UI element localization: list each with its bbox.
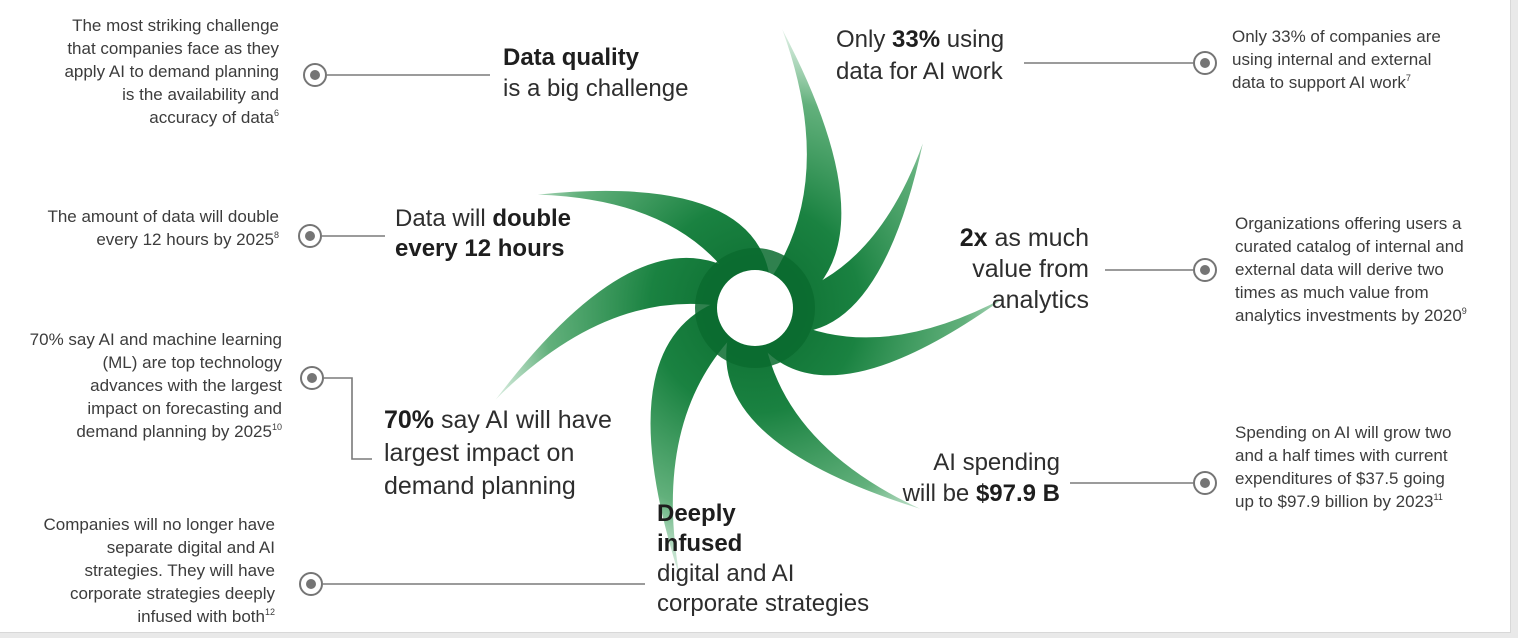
footnote-ref: 7 — [1405, 73, 1411, 83]
marker-only-33 — [1193, 51, 1217, 75]
note-ai-ml: 70% say AI and machine learning (ML) are… — [29, 330, 282, 441]
label-two-x: 2x as much value from analytics — [959, 224, 1089, 314]
note-two-x: Organizations offering users a curated c… — [1235, 214, 1467, 325]
marker-two-x — [1193, 258, 1217, 282]
label-deeply-infused: Deeply infused digital and AI corporate … — [657, 500, 870, 617]
label-only-33: Only 33% using data for AI work — [836, 26, 1005, 85]
label-ai-spending: AI spending will be $97.9 B — [902, 449, 1060, 507]
label-data-double: Data will double every 12 hours — [395, 205, 572, 262]
swirl-petal — [772, 29, 842, 310]
swirl-petal — [726, 332, 921, 509]
footnote-ref: 8 — [273, 230, 279, 240]
swirl-center-hole — [717, 270, 793, 346]
swirl-petal — [650, 300, 733, 578]
swirl-petal — [495, 257, 741, 400]
label-data-quality: Data quality is a big challenge — [503, 44, 689, 102]
swirl-petal — [759, 297, 1005, 376]
marker-ai-spending — [1193, 471, 1217, 495]
swirl-petal — [782, 143, 923, 333]
marker-data-double — [298, 224, 322, 248]
connector-ai-ml — [324, 377, 372, 460]
footnote-ref: 6 — [273, 108, 279, 118]
marker-data-quality — [303, 63, 327, 87]
label-ai-ml: 70% say AI will have largest impact on d… — [384, 406, 612, 500]
footnote-ref: 12 — [264, 607, 275, 617]
marker-deeply-infused — [299, 572, 323, 596]
note-data-double: The amount of data will double every 12 … — [47, 207, 279, 249]
marker-ai-ml — [300, 366, 324, 390]
swirl-petal — [537, 190, 770, 281]
note-ai-spending: Spending on AI will grow two and a half … — [1235, 423, 1452, 511]
note-only-33: Only 33% of companies are using internal… — [1232, 27, 1441, 92]
note-deeply-infused: Companies will no longer have separate d… — [43, 515, 275, 626]
footnote-ref: 11 — [1433, 492, 1443, 502]
note-data-quality: The most striking challenge that compani… — [64, 16, 279, 127]
footnote-ref: 9 — [1461, 306, 1467, 316]
footnote-ref: 10 — [271, 422, 282, 432]
